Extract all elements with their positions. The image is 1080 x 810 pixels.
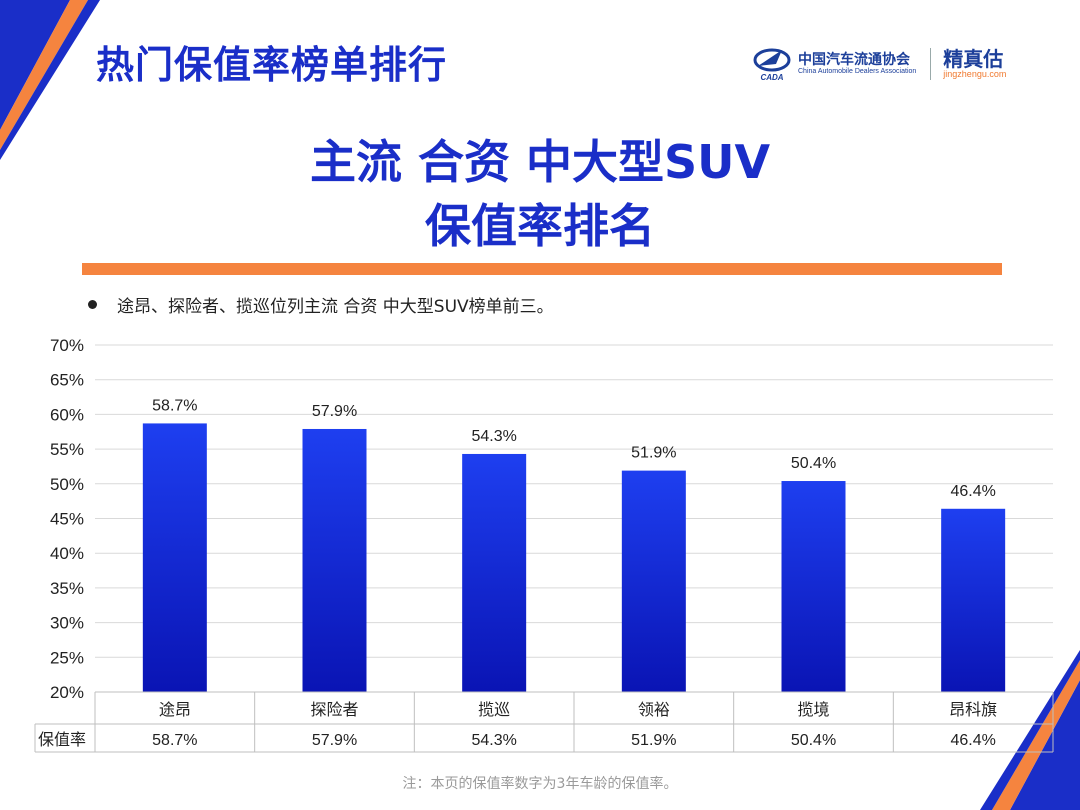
bar <box>941 508 1006 692</box>
bullet-dot-icon <box>88 300 97 309</box>
x-category-label: 昂科旗 <box>949 700 997 719</box>
main-title-line-1: 主流 合资 中大型SUV <box>309 135 771 189</box>
footnote: 注：本页的保值率数字为3年车龄的保值率。 <box>402 776 678 792</box>
y-tick-label: 65% <box>50 371 84 390</box>
bar-value-label: 58.7% <box>152 397 197 414</box>
cada-logo-text: 中国汽车流通协会 China Automobile Dealers Associ… <box>798 52 916 76</box>
bar <box>781 481 846 692</box>
bar <box>462 453 527 692</box>
logo-divider <box>930 48 932 80</box>
table-value-cell: 50.4% <box>791 732 836 749</box>
table-value-cell: 46.4% <box>950 732 995 749</box>
y-tick-label: 50% <box>50 475 84 494</box>
x-category-label: 揽巡 <box>478 700 510 719</box>
cada-emblem-icon: CADA <box>753 48 791 82</box>
y-tick-label: 20% <box>50 683 84 702</box>
bar <box>142 423 207 692</box>
x-category-label: 揽境 <box>797 700 829 719</box>
y-tick-label: 55% <box>50 440 84 459</box>
cada-name-en: China Automobile Dealers Association <box>798 68 917 76</box>
table-value-cell: 57.9% <box>312 732 357 749</box>
bar-value-label: 51.9% <box>631 445 676 462</box>
bar <box>302 428 367 692</box>
header-title: 热门保值率榜单排行 <box>96 43 448 87</box>
bar-value-label: 54.3% <box>471 428 516 445</box>
table-series-label: 保值率 <box>38 730 86 749</box>
cada-abbr: CADA <box>760 73 783 82</box>
jingzhengu-name: 精真估 <box>943 47 1004 72</box>
jingzhengu-url: jingzhengu.com <box>943 69 1007 80</box>
bar-value-label: 57.9% <box>312 403 357 420</box>
x-category-label: 领裕 <box>638 700 670 719</box>
main-title-line-2: 保值率排名 <box>425 199 655 253</box>
table-value-cell: 51.9% <box>631 732 676 749</box>
x-category-label: 探险者 <box>310 700 358 719</box>
y-tick-label: 45% <box>50 510 84 529</box>
bullet-point: 途昂、探险者、揽巡位列主流 合资 中大型SUV榜单前三。 <box>88 292 554 317</box>
y-tick-label: 40% <box>50 544 84 563</box>
title-underline-bar <box>82 263 1002 275</box>
y-tick-label: 60% <box>50 405 84 424</box>
bar <box>621 470 686 692</box>
bar-value-label: 46.4% <box>950 483 995 500</box>
y-tick-label: 35% <box>50 579 84 598</box>
y-tick-label: 30% <box>50 614 84 633</box>
x-category-label: 途昂 <box>159 700 191 719</box>
bullet-text: 途昂、探险者、揽巡位列主流 合资 中大型SUV榜单前三。 <box>117 297 554 317</box>
logo-group: CADA 中国汽车流通协会 China Automobile Dealers A… <box>752 44 1006 84</box>
table-value-cell: 58.7% <box>152 732 197 749</box>
table-value-cell: 54.3% <box>471 732 516 749</box>
y-tick-label: 25% <box>50 648 84 667</box>
cada-name-cn: 中国汽车流通协会 <box>798 51 910 68</box>
jingzhengu-logo: 精真估 jingzhengu.com <box>943 48 1006 80</box>
bar-value-label: 50.4% <box>791 455 836 472</box>
y-tick-label: 70% <box>50 336 84 355</box>
